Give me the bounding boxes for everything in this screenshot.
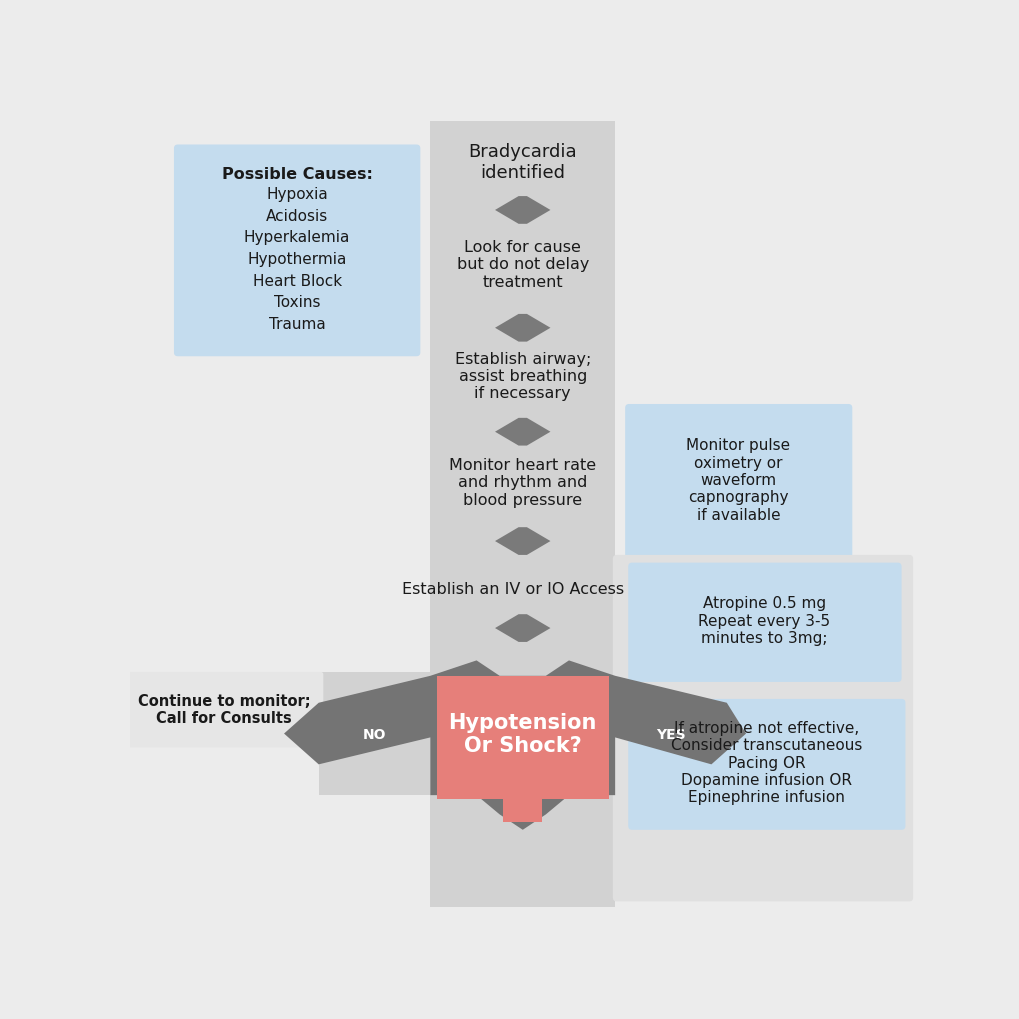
FancyBboxPatch shape bbox=[628, 699, 905, 830]
FancyBboxPatch shape bbox=[174, 146, 420, 357]
Text: Hypoxia
Acidosis
Hyperkalemia
Hypothermia
Heart Block
Toxins
Trauma: Hypoxia Acidosis Hyperkalemia Hypothermi… bbox=[244, 186, 350, 331]
FancyBboxPatch shape bbox=[625, 405, 852, 558]
Polygon shape bbox=[283, 660, 745, 830]
Text: Possible Causes:: Possible Causes: bbox=[221, 167, 372, 182]
Polygon shape bbox=[494, 315, 550, 342]
Polygon shape bbox=[494, 614, 550, 642]
FancyBboxPatch shape bbox=[628, 564, 901, 683]
FancyBboxPatch shape bbox=[127, 673, 323, 748]
Polygon shape bbox=[318, 122, 727, 907]
Polygon shape bbox=[494, 419, 550, 446]
Text: Bradycardia
identified: Bradycardia identified bbox=[468, 143, 577, 181]
Text: YES: YES bbox=[655, 727, 685, 741]
Text: Establish airway;
assist breathing
if necessary: Establish airway; assist breathing if ne… bbox=[454, 352, 590, 401]
Text: Establish an IV or IO Access: Establish an IV or IO Access bbox=[401, 581, 624, 596]
FancyBboxPatch shape bbox=[612, 555, 912, 902]
Text: Atropine 0.5 mg
Repeat every 3-5
minutes to 3mg;: Atropine 0.5 mg Repeat every 3-5 minutes… bbox=[698, 596, 829, 646]
Polygon shape bbox=[494, 528, 550, 555]
Polygon shape bbox=[436, 677, 608, 822]
Text: Look for cause
but do not delay
treatment: Look for cause but do not delay treatmen… bbox=[457, 239, 588, 289]
Text: Continue to monitor;
Call for Consults: Continue to monitor; Call for Consults bbox=[138, 693, 310, 726]
Text: NO: NO bbox=[363, 727, 386, 741]
Text: Monitor heart rate
and rhythm and
blood pressure: Monitor heart rate and rhythm and blood … bbox=[448, 458, 596, 507]
Text: Hypotension
Or Shock?: Hypotension Or Shock? bbox=[448, 712, 596, 755]
Text: If atropine not effective,
Consider transcutaneous
Pacing OR
Dopamine infusion O: If atropine not effective, Consider tran… bbox=[671, 720, 862, 805]
Polygon shape bbox=[494, 197, 550, 224]
Text: Monitor pulse
oximetry or
waveform
capnography
if available: Monitor pulse oximetry or waveform capno… bbox=[686, 438, 790, 522]
